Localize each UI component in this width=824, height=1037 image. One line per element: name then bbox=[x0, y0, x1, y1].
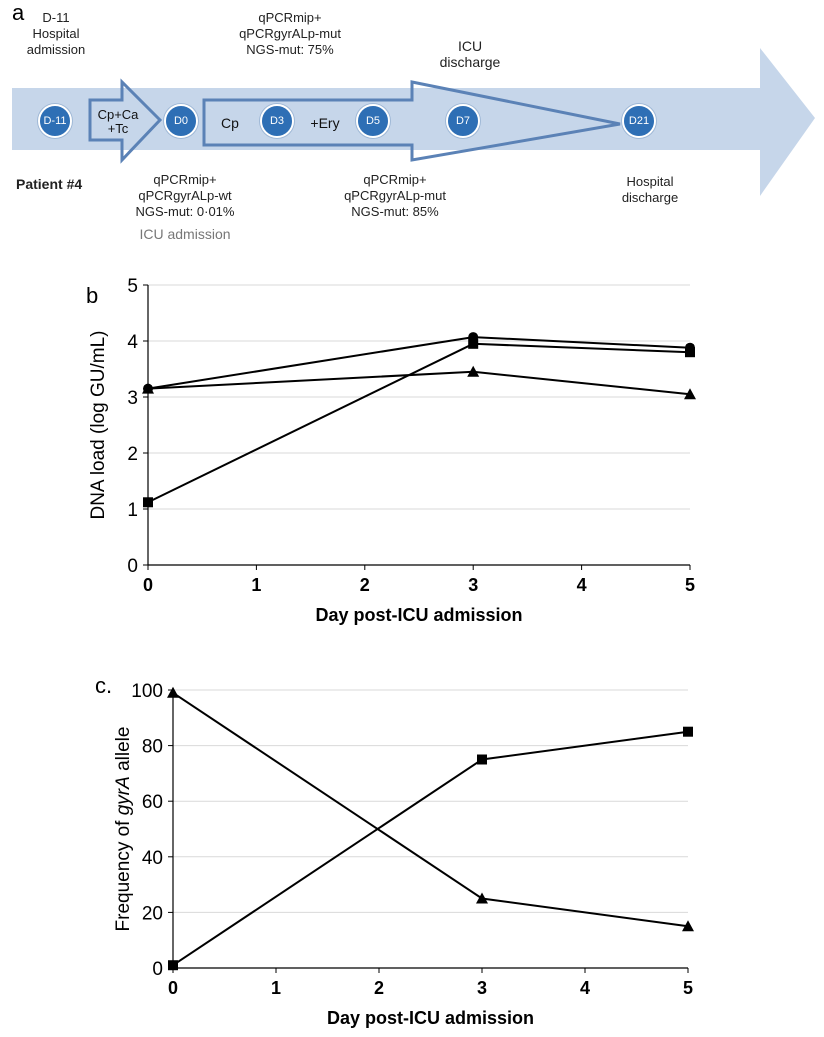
x-tick-label: 2 bbox=[360, 575, 370, 595]
annotation-d0-result: qPCRmip+ qPCRgyrALp-wt NGS-mut: 0·01% bbox=[135, 172, 235, 219]
panel-letter: c. bbox=[95, 673, 112, 698]
patient-label: Patient #4 bbox=[16, 176, 83, 192]
x-axis-label: Day post-ICU admission bbox=[315, 605, 522, 625]
x-tick-label: 5 bbox=[683, 978, 693, 998]
day-node-d3: D3 bbox=[260, 104, 294, 138]
y-tick-label: 60 bbox=[142, 792, 163, 813]
treatment-arrow-1 bbox=[88, 78, 163, 164]
data-point-triangle bbox=[682, 920, 694, 932]
day-node-d5: D5 bbox=[356, 104, 390, 138]
annotation-icu-discharge: ICU discharge bbox=[439, 38, 501, 70]
series-line-square bbox=[172, 730, 689, 967]
y-axis-label: Frequency of gyrA allele bbox=[113, 727, 134, 932]
annotation-icu-admission: ICU admission bbox=[139, 226, 231, 242]
data-point-triangle bbox=[467, 365, 480, 377]
data-point-square bbox=[468, 338, 479, 349]
timeline-arrow bbox=[12, 48, 815, 196]
data-point-square bbox=[168, 960, 178, 971]
x-tick-label: 2 bbox=[374, 978, 384, 998]
data-point-square bbox=[143, 497, 153, 508]
treatment-label-1: Cp+Ca +Tc bbox=[97, 107, 139, 136]
day-node-d0: D0 bbox=[164, 104, 198, 138]
y-tick-label: 80 bbox=[142, 737, 163, 758]
x-tick-label: 0 bbox=[168, 978, 178, 998]
annotation-d3-result: qPCRmip+ qPCRgyrALp-mut NGS-mut: 75% bbox=[239, 10, 341, 57]
series-line-triangle bbox=[172, 691, 689, 928]
x-axis-label: Day post-ICU admission bbox=[327, 1008, 534, 1028]
data-point-square bbox=[683, 726, 693, 737]
timeline-panel: a D-11 Hospital admission qPCRmip+ qPCRg… bbox=[0, 0, 824, 260]
data-point-triangle bbox=[167, 686, 179, 698]
x-tick-label: 3 bbox=[477, 978, 487, 998]
y-tick-label: 1 bbox=[127, 500, 138, 521]
panel-letter-a: a bbox=[12, 0, 25, 25]
y-tick-label: 2 bbox=[127, 444, 138, 465]
chart-c-gyra-frequency: c. 0 20 40 60 80 100 0 1 2 3 4 5 Day post-ICU admissi… bbox=[95, 673, 694, 1028]
y-tick-label: 100 bbox=[131, 681, 163, 702]
y-tick-label: 0 bbox=[127, 556, 138, 577]
annotation-d5-result: qPCRmip+ qPCRgyrALp-mut NGS-mut: 85% bbox=[344, 172, 446, 219]
y-tick-label: 5 bbox=[127, 276, 138, 297]
data-point-triangle bbox=[684, 388, 696, 400]
y-tick-label: 40 bbox=[142, 848, 163, 869]
x-tick-label: 4 bbox=[577, 575, 587, 595]
annotation-hospital-admission: D-11 Hospital admission bbox=[26, 10, 86, 57]
data-point-triangle bbox=[142, 382, 154, 394]
x-tick-label: 5 bbox=[685, 575, 695, 595]
y-axis-label: DNA load (log GU/mL) bbox=[88, 330, 109, 519]
series-line-circle bbox=[147, 336, 691, 390]
data-point-square bbox=[477, 754, 487, 765]
day-node-d21: D21 bbox=[622, 104, 656, 138]
treatment-label-cp: Cp bbox=[221, 115, 239, 131]
x-tick-label: 1 bbox=[271, 978, 281, 998]
annotation-hospital-discharge: Hospital discharge bbox=[621, 174, 679, 205]
y-tick-label: 0 bbox=[152, 959, 163, 980]
x-tick-label: 1 bbox=[251, 575, 261, 595]
x-tick-label: 3 bbox=[468, 575, 478, 595]
y-tick-label: 20 bbox=[142, 903, 163, 924]
data-point-triangle bbox=[476, 892, 488, 904]
y-tick-label: 3 bbox=[127, 388, 138, 409]
day-node-d-11: D-11 bbox=[38, 104, 72, 138]
y-tick-label: 4 bbox=[127, 332, 138, 353]
treatment-arrow-2 bbox=[202, 80, 621, 162]
data-point-square bbox=[685, 347, 695, 358]
x-tick-label: 4 bbox=[580, 978, 590, 998]
series-line-square bbox=[147, 342, 691, 504]
chart-b-dna-load: b 0 1 2 3 4 5 0 1 2 3 4 5 Day post-ICU admission DNA l… bbox=[86, 276, 696, 625]
treatment-label-ery: +Ery bbox=[310, 115, 340, 131]
panel-letter: b bbox=[86, 283, 98, 308]
timeline-arrows bbox=[12, 48, 815, 196]
day-node-d7: D7 bbox=[446, 104, 480, 138]
x-tick-label: 0 bbox=[143, 575, 153, 595]
